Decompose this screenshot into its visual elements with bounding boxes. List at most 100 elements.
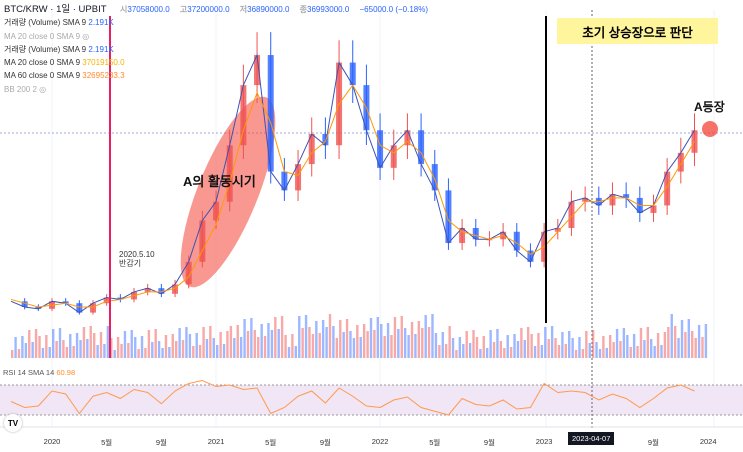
volume-bar (509, 347, 513, 358)
volume-bar (626, 335, 629, 358)
volume-bar (318, 333, 321, 358)
volume-bar (540, 345, 544, 358)
candle (322, 134, 329, 146)
volume-bar (62, 340, 65, 358)
x-tick-label: 2023 (535, 437, 553, 446)
volume-bar (236, 325, 239, 358)
volume-bar (123, 331, 127, 358)
rsi-line (10, 379, 695, 416)
volume-bar (567, 331, 571, 358)
volume-bar (267, 323, 270, 358)
volume-bar (362, 324, 366, 358)
volume-bar (656, 333, 660, 358)
volume-bar (673, 326, 677, 358)
volume-bar (352, 338, 356, 358)
volume-bar (239, 337, 243, 358)
legend-bb[interactable]: BB 200 2 ◎ (4, 84, 47, 94)
volume-bar (485, 348, 489, 358)
volume-bar (24, 343, 28, 358)
volume-bar (311, 334, 315, 358)
rsi-legend[interactable]: RSI 14 SMA 14 60.98 (3, 368, 76, 377)
volume-bar (533, 346, 537, 358)
volume-bar (609, 335, 612, 358)
volume-bar (636, 346, 639, 358)
volume-bar (28, 330, 31, 358)
volume-bar (274, 317, 277, 358)
volume-bar (537, 333, 540, 358)
volume-bar (581, 349, 585, 358)
tradingview-logo[interactable]: TV (4, 414, 22, 432)
volume-bar (697, 325, 701, 358)
volume-bar (157, 341, 161, 358)
volume-bar (52, 329, 55, 358)
eye-hidden-icon[interactable]: ◎ (39, 84, 47, 94)
volume-bar (557, 345, 561, 358)
volume-bar (499, 341, 503, 358)
volume-bar (181, 340, 185, 358)
volume-bar (670, 314, 673, 358)
candle (35, 306, 42, 309)
volume-bar (82, 327, 86, 358)
appear-label: A등장 (694, 100, 725, 114)
volume-bar (424, 315, 427, 358)
volume-bar (154, 329, 157, 358)
volume-bar (21, 336, 24, 358)
candle (254, 55, 261, 86)
legend-ma60[interactable]: MA 60 close 0 SMA 9 32695233.3 (4, 71, 125, 81)
volume-bar (175, 341, 178, 358)
volume-bar (615, 329, 619, 358)
candle (459, 228, 466, 244)
volume-bar (373, 330, 376, 358)
volume-bar (400, 316, 403, 358)
volume-bar (482, 336, 485, 358)
volume-bar (397, 329, 400, 358)
volume-bar (134, 337, 137, 358)
volume-bar (550, 326, 554, 358)
legend-volume-1[interactable]: 거래량 (Volume) SMA 9 2.191K (4, 18, 114, 28)
volume-bar (144, 348, 147, 358)
volume-bar (380, 324, 383, 358)
volume-bar (198, 345, 202, 358)
volume-bar (137, 349, 140, 358)
volume-bar (503, 348, 506, 358)
volume-bar (602, 336, 605, 358)
volume-bar (403, 328, 407, 358)
volume-bar (369, 318, 373, 358)
volume-bar (243, 319, 246, 358)
eye-hidden-icon[interactable]: ◎ (82, 31, 90, 41)
volume-bar (171, 334, 174, 358)
symbol-title[interactable]: BTC/KRW · 1일 · UPBIT (4, 4, 107, 15)
volume-bar (130, 330, 133, 358)
volume-bar (564, 344, 567, 358)
volume-bar (229, 326, 233, 358)
activity-label: A의 활동시기 (183, 174, 256, 189)
volume-bar (526, 327, 530, 358)
candle (377, 130, 384, 168)
volume-bar (386, 323, 390, 358)
volume-bar (677, 338, 680, 358)
volume-bar (10, 350, 14, 358)
volume-bar (571, 338, 574, 358)
x-tick-label: 2020 (43, 437, 61, 446)
volume-bar (298, 316, 301, 358)
volume-bar (646, 327, 650, 358)
candle (281, 171, 288, 191)
legend-volume-2[interactable]: 거래량 (Volume) SMA 9 2.191K (4, 44, 114, 54)
x-tick-label: 9월 (319, 438, 331, 447)
legend-ma20-hidden[interactable]: MA 20 close 0 SMA 9 ◎ (4, 31, 90, 41)
volume-bar (701, 337, 704, 358)
volume-bar (448, 326, 451, 358)
x-tick-label: 2022 (371, 437, 389, 446)
legend-ma20[interactable]: MA 20 close 0 SMA 9 37019150.0 (4, 58, 125, 68)
volume-bar (195, 333, 198, 358)
volume-bar (308, 327, 311, 358)
volume-bar (349, 331, 352, 358)
volume-bar (472, 330, 475, 358)
volume-bar (339, 320, 342, 358)
x-tick-label: 9월 (483, 438, 495, 447)
halving-label: 2020.5.10 반감기 (119, 250, 155, 268)
volume-bar (612, 342, 615, 358)
volume-bar (45, 335, 48, 358)
volume-bar (530, 334, 533, 358)
